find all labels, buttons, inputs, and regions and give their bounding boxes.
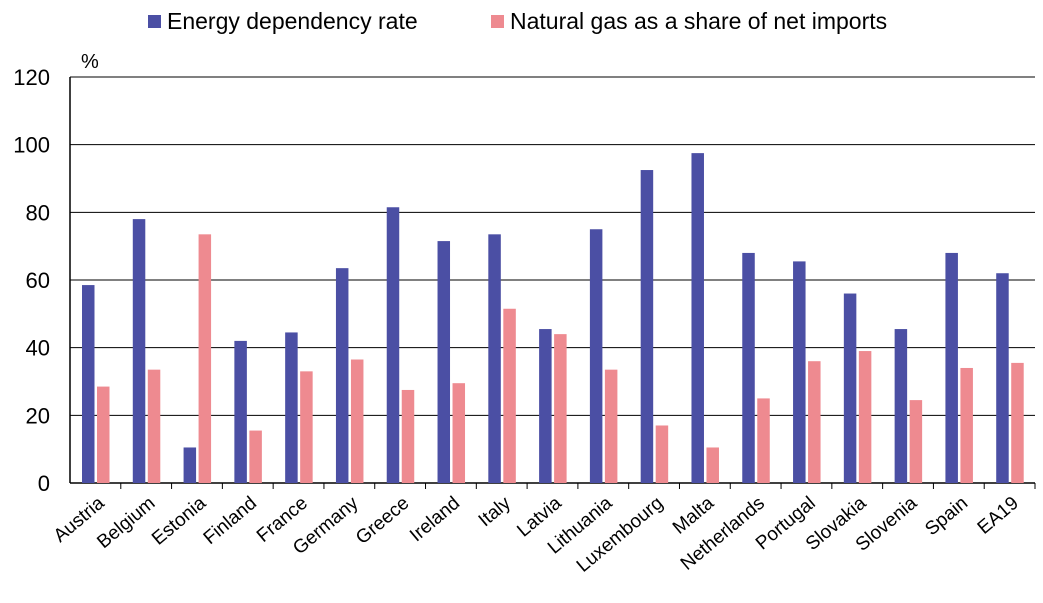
- bar-energy-dependency: [894, 329, 908, 483]
- bar-natural-gas: [249, 430, 262, 483]
- x-tick-label: Greece: [352, 493, 413, 549]
- y-tick-label: 100: [13, 133, 50, 158]
- bar-energy-dependency: [539, 329, 552, 483]
- x-tick-label: Belgium: [93, 493, 159, 553]
- legend-label-natural-gas: Natural gas as a share of net imports: [510, 7, 888, 34]
- x-tick-label: Finland: [200, 493, 261, 549]
- bar-natural-gas: [401, 389, 415, 483]
- legend-item-natural-gas: Natural gas as a share of net imports: [491, 6, 887, 36]
- legend-swatch-energy-dependency: [148, 14, 161, 28]
- bar-natural-gas: [1011, 362, 1024, 483]
- bar-energy-dependency: [488, 234, 501, 483]
- x-tick-label: Ireland: [406, 493, 464, 546]
- bar-natural-gas: [350, 359, 364, 483]
- x-tick-label: Spain: [921, 493, 972, 540]
- bar-energy-dependency: [386, 207, 400, 483]
- bar-natural-gas: [503, 308, 516, 483]
- bar-natural-gas: [97, 386, 110, 483]
- bar-natural-gas: [858, 351, 872, 483]
- legend-label-energy-dependency: Energy dependency rate: [167, 7, 418, 34]
- bar-energy-dependency: [589, 229, 603, 483]
- bar-energy-dependency: [742, 252, 755, 483]
- bar-energy-dependency: [996, 273, 1009, 483]
- bar-natural-gas: [300, 371, 313, 483]
- bar-energy-dependency: [691, 153, 704, 483]
- bar-energy-dependency: [132, 219, 146, 483]
- bar-natural-gas: [452, 383, 466, 483]
- bar-natural-gas: [198, 234, 212, 483]
- bar-natural-gas: [554, 334, 567, 483]
- y-tick-label: 80: [26, 200, 50, 225]
- bar-energy-dependency: [285, 332, 298, 483]
- y-axis-unit-label: %: [81, 51, 99, 73]
- bar-natural-gas: [909, 400, 923, 483]
- bar-energy-dependency: [335, 268, 349, 483]
- bar-natural-gas: [808, 361, 821, 483]
- bar-energy-dependency: [640, 170, 654, 483]
- x-tick-label: Italy: [475, 492, 516, 531]
- legend-item-energy-dependency: Energy dependency rate: [148, 6, 418, 36]
- bar-energy-dependency: [234, 340, 247, 483]
- x-tick-label: EA19: [974, 493, 1023, 539]
- bar-energy-dependency: [793, 261, 806, 483]
- bar-natural-gas: [147, 369, 161, 483]
- bar-energy-dependency: [945, 252, 958, 483]
- x-tick-label: Estonia: [148, 492, 210, 549]
- bar-natural-gas: [604, 369, 618, 483]
- y-tick-label: 40: [26, 336, 50, 361]
- bar-natural-gas: [960, 367, 973, 483]
- legend-swatch-natural-gas: [491, 14, 504, 28]
- bar-energy-dependency: [843, 293, 857, 483]
- y-tick-label: 0: [38, 471, 50, 496]
- y-tick-label: 20: [26, 403, 50, 428]
- legend: Energy dependency rate Natural gas as a …: [0, 6, 1043, 36]
- y-tick-label: 120: [13, 65, 50, 90]
- y-tick-label: 60: [26, 268, 50, 293]
- bar-energy-dependency: [437, 241, 451, 483]
- bar-energy-dependency: [82, 285, 95, 483]
- bar-energy-dependency: [183, 447, 197, 483]
- bar-natural-gas: [706, 447, 719, 483]
- bar-natural-gas: [655, 425, 669, 483]
- bar-natural-gas: [757, 398, 770, 483]
